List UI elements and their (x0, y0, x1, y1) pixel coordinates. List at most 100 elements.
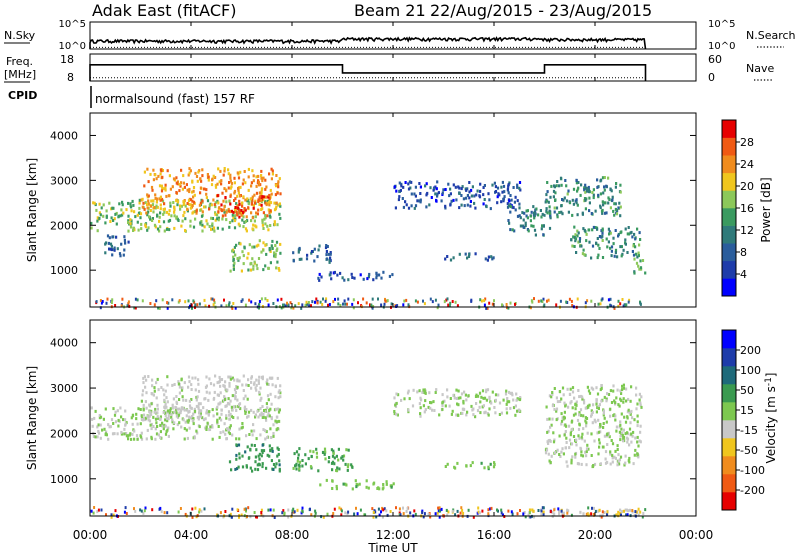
data-cell (464, 252, 467, 256)
data-cell (301, 464, 304, 468)
data-cell (640, 405, 643, 409)
clutter-cell (568, 297, 571, 301)
ytick-label: 4000 (50, 129, 78, 142)
clutter-cell (631, 509, 634, 512)
data-cell (636, 414, 639, 418)
data-cell (461, 407, 464, 411)
data-cell (225, 404, 228, 408)
clutter-cell (258, 300, 261, 303)
data-cell (239, 185, 242, 189)
clutter-cell (283, 512, 286, 516)
data-cell (169, 201, 172, 205)
data-cell (638, 231, 641, 235)
data-cell (168, 209, 171, 213)
data-cell (496, 195, 499, 199)
clutter-cell (304, 303, 307, 307)
clutter-cell (322, 515, 325, 519)
data-cell (272, 423, 275, 427)
data-cell (344, 462, 347, 466)
clutter-cell (267, 303, 270, 307)
clutter-cell (483, 299, 486, 303)
data-cell (227, 168, 230, 172)
clutter-cell (434, 512, 437, 516)
clutter-cell (231, 507, 234, 511)
data-cell (225, 210, 228, 214)
data-cell (227, 207, 230, 211)
data-cell (609, 452, 612, 456)
data-cell (580, 450, 583, 454)
data-cell (247, 384, 250, 387)
clutter-cell (344, 302, 347, 306)
data-cell (441, 393, 444, 397)
data-cell (457, 396, 460, 400)
data-cell (252, 382, 256, 386)
data-cell (256, 409, 259, 413)
data-cell (201, 210, 204, 214)
data-cell (482, 186, 485, 189)
data-cell (193, 409, 197, 413)
clutter-cell (371, 306, 374, 310)
data-cell (227, 428, 230, 432)
clutter-cell (166, 306, 169, 310)
data-cell (489, 207, 492, 211)
data-cell (275, 266, 278, 270)
data-cell (584, 190, 587, 194)
clutter-cell (332, 512, 335, 515)
data-cell (595, 241, 598, 245)
data-cell (159, 203, 162, 207)
data-cell (123, 432, 126, 436)
data-cell (146, 228, 149, 232)
data-cell (621, 384, 624, 388)
data-cell (225, 416, 228, 420)
data-cell (180, 388, 184, 392)
data-cell (270, 416, 273, 419)
data-cell (505, 411, 509, 415)
data-cell (261, 218, 264, 222)
data-cell (588, 403, 591, 407)
data-cell (616, 444, 619, 448)
data-cell (150, 422, 153, 426)
clutter-cell (337, 302, 340, 306)
data-cell (613, 399, 616, 403)
data-cell (241, 465, 245, 469)
data-cell (211, 217, 214, 220)
data-cell (491, 390, 494, 394)
data-cell (549, 210, 552, 214)
clutter-cell (380, 510, 382, 514)
clutter-cell (566, 511, 569, 515)
freq-panel: Freq. [MHz] 18 8 60 0 Nave (4, 53, 774, 84)
data-cell (413, 206, 416, 210)
clutter-cell (436, 511, 439, 515)
data-cell (570, 428, 574, 431)
data-cell (259, 195, 262, 199)
clutter-cell (260, 511, 263, 514)
data-cell (256, 212, 259, 216)
clutter-cell (269, 508, 272, 512)
data-cell (165, 405, 168, 409)
data-cell (527, 513, 530, 517)
data-cell (236, 213, 239, 217)
clutter-cell (386, 513, 389, 517)
data-cell (161, 175, 164, 179)
data-cell (235, 210, 238, 214)
data-cell (396, 413, 399, 417)
data-cell (92, 435, 95, 438)
data-cell (192, 412, 195, 416)
data-cell (449, 258, 453, 262)
data-cell (524, 221, 527, 225)
data-cell (614, 202, 617, 206)
clutter-cell (310, 513, 313, 517)
data-cell (584, 419, 587, 423)
data-cell (398, 181, 401, 185)
clutter-cell (347, 510, 350, 514)
data-cell (619, 423, 622, 427)
data-cell (626, 440, 629, 444)
data-cell (218, 435, 221, 439)
data-cell (566, 464, 569, 468)
clutter-cell (287, 508, 290, 512)
nsearch-tick-bottom: 10^0 (708, 41, 735, 52)
data-cell (164, 183, 167, 187)
data-cell (278, 268, 281, 272)
data-cell (626, 509, 630, 513)
data-cell (261, 207, 264, 211)
